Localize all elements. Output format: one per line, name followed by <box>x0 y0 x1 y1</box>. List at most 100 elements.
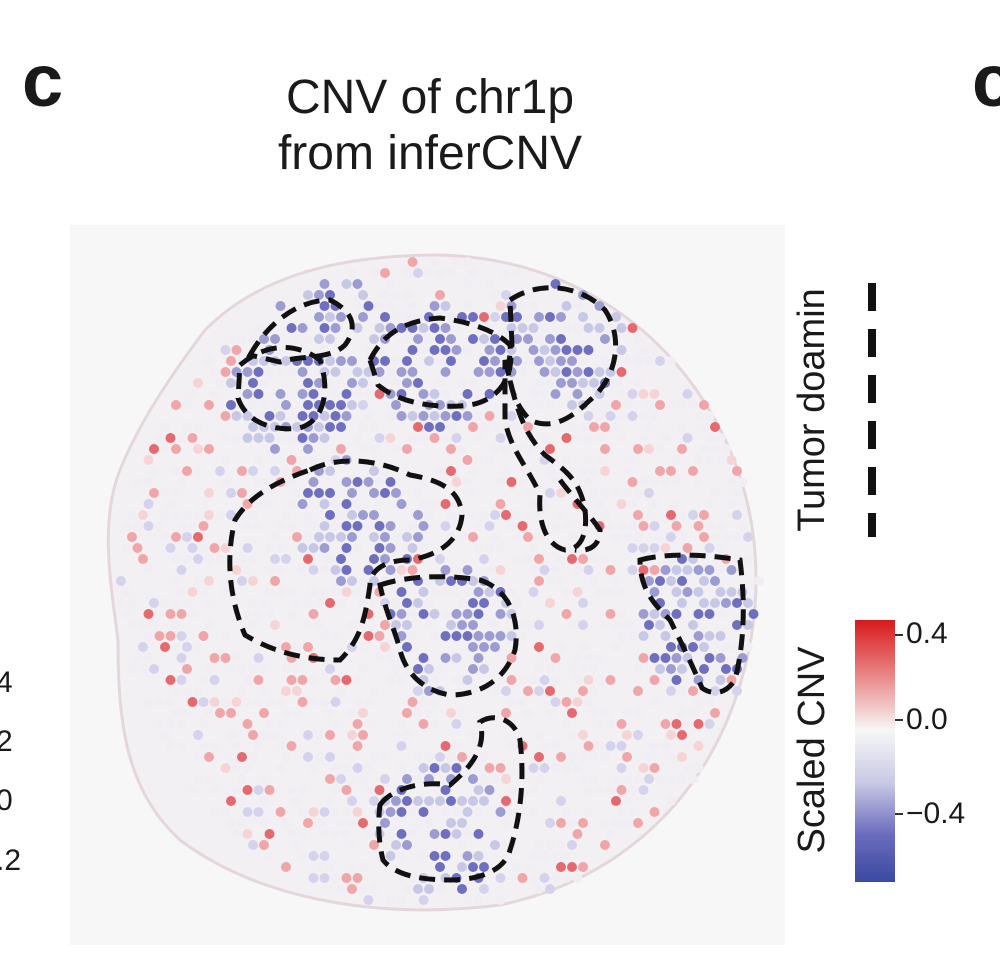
spot <box>325 400 335 410</box>
spot <box>198 697 209 707</box>
spot <box>715 543 726 553</box>
spot <box>743 642 753 652</box>
spot <box>374 785 385 795</box>
spot <box>490 444 500 454</box>
spot <box>418 521 429 531</box>
spot <box>396 587 407 597</box>
spot <box>704 455 715 465</box>
spot <box>314 290 324 300</box>
spot <box>561 455 572 465</box>
spot <box>308 587 319 597</box>
spot <box>495 873 506 883</box>
spot <box>666 642 676 652</box>
spot <box>396 323 407 333</box>
spot <box>325 510 335 520</box>
spot <box>671 609 682 619</box>
spot <box>578 620 588 630</box>
spot <box>704 521 715 531</box>
spot <box>495 301 506 311</box>
spot <box>275 741 286 751</box>
spot <box>149 598 159 608</box>
spot <box>479 554 489 564</box>
spot <box>446 752 456 762</box>
spot <box>583 741 594 751</box>
left-partial-tick: .2 <box>0 844 22 877</box>
spot <box>231 565 242 575</box>
spot <box>369 840 379 850</box>
spot <box>462 565 473 575</box>
spot <box>655 774 665 784</box>
spot <box>622 708 632 718</box>
spot <box>545 400 555 410</box>
spot <box>264 565 275 575</box>
spot <box>292 686 302 696</box>
spot <box>264 433 275 443</box>
spot <box>424 620 434 630</box>
spot <box>264 829 275 839</box>
spot <box>363 389 374 399</box>
spot <box>149 488 159 498</box>
spot <box>693 697 704 707</box>
spot <box>418 851 429 861</box>
spot <box>418 719 429 729</box>
spot <box>545 334 555 344</box>
spot <box>253 741 264 751</box>
spot <box>649 521 660 531</box>
spot <box>336 598 346 608</box>
spot <box>396 851 407 861</box>
spot <box>583 433 594 443</box>
spot <box>462 301 473 311</box>
spot <box>710 532 720 542</box>
spot <box>336 312 346 322</box>
spot <box>710 598 720 608</box>
spot <box>523 708 533 718</box>
spot <box>407 411 418 421</box>
spot <box>534 312 544 322</box>
spot <box>424 598 434 608</box>
spot <box>732 620 742 630</box>
spot <box>385 807 396 817</box>
spot <box>242 565 253 575</box>
spot <box>473 851 484 861</box>
spot <box>325 774 335 784</box>
spot <box>572 587 583 597</box>
spot <box>341 477 352 487</box>
spot <box>655 356 665 366</box>
spot <box>330 631 341 641</box>
spot <box>616 587 627 597</box>
spot <box>193 752 203 762</box>
spot <box>578 378 588 388</box>
spot <box>281 642 291 652</box>
spot <box>259 730 269 740</box>
spot <box>358 510 368 520</box>
left-partial-tick: 2 <box>0 725 13 758</box>
spot <box>699 444 709 454</box>
spot <box>352 433 363 443</box>
spot <box>660 477 671 487</box>
spot <box>204 708 214 718</box>
spot <box>704 653 715 663</box>
spot <box>418 697 429 707</box>
spot <box>649 763 660 773</box>
spot <box>292 422 302 432</box>
spot <box>440 609 451 619</box>
spot <box>561 323 572 333</box>
spot <box>737 521 748 531</box>
spot <box>594 785 605 795</box>
spot <box>677 576 687 586</box>
spot <box>171 466 181 476</box>
spot <box>138 554 148 564</box>
spot <box>171 488 181 498</box>
colorbar-tick-label: −0.4 <box>906 797 966 830</box>
spot <box>347 818 357 828</box>
spot <box>539 653 550 663</box>
spot <box>583 785 594 795</box>
spot <box>484 345 495 355</box>
spot <box>699 576 709 586</box>
spot <box>204 356 214 366</box>
spot <box>484 785 495 795</box>
spot <box>490 642 500 652</box>
spot <box>583 411 594 421</box>
spot <box>336 422 346 432</box>
spot <box>473 653 484 663</box>
